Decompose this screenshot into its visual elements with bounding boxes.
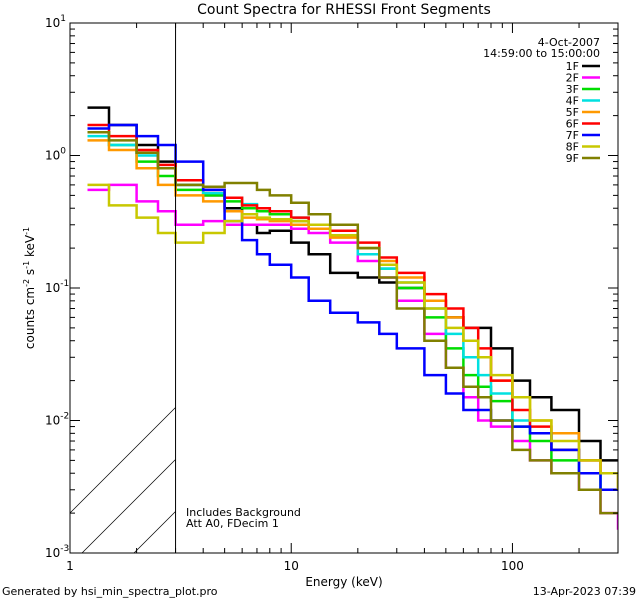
legend-label-7F: 7F <box>566 129 579 142</box>
x-tick-label: 100 <box>501 559 524 573</box>
legend-label-8F: 8F <box>566 141 579 154</box>
y-label-mid: s <box>23 269 37 279</box>
y-label-sup3: -1 <box>22 227 31 235</box>
plot-frame <box>69 22 619 554</box>
observation-time-range: 14:59:00 to 15:00:00 <box>483 47 600 60</box>
hatch-line <box>81 458 176 553</box>
legend-label-9F: 9F <box>566 152 579 165</box>
legend-label-4F: 4F <box>566 95 579 108</box>
generated-timestamp: 13-Apr-2023 07:39 <box>532 585 636 598</box>
axes: 1 10 100 10-3 10-2 10-1 100 101 <box>45 14 619 573</box>
series-layer <box>87 106 618 530</box>
y-tick-label: 100 <box>45 147 66 163</box>
y-label-main: counts cm <box>23 287 37 349</box>
y-tick-label: 10-1 <box>45 279 69 295</box>
x-tick-label: 1 <box>66 559 74 573</box>
series-line-5F <box>87 139 618 490</box>
legend-label-5F: 5F <box>566 106 579 119</box>
y-tick-label: 10-2 <box>45 412 69 428</box>
legend-label-3F: 3F <box>566 83 579 96</box>
background-hatch-region <box>70 406 176 553</box>
observation-date: 4-Oct-2007 <box>538 36 600 49</box>
hatch-line <box>70 406 176 514</box>
x-tick-label: 10 <box>284 559 299 573</box>
note-attenuator: Att A0, FDecim 1 <box>186 517 279 530</box>
series-line-7F <box>87 123 618 492</box>
legend-label-2F: 2F <box>566 72 579 85</box>
y-label-sup2: -1 <box>22 261 31 269</box>
generated-by-text: Generated by hsi_min_spectra_plot.pro <box>2 585 218 598</box>
x-axis-label: Energy (keV) <box>305 575 382 589</box>
legend-label-6F: 6F <box>566 118 579 131</box>
chart-title: Count Spectra for RHESSI Front Segments <box>197 2 491 18</box>
y-label-end: keV <box>23 234 37 261</box>
note-background: Includes Background <box>186 506 301 519</box>
y-tick-label: 10-3 <box>45 544 69 560</box>
series-line-9F <box>87 130 618 515</box>
y-label-sup1: -2 <box>22 279 31 287</box>
y-tick-label: 101 <box>45 14 66 30</box>
series-line-1F <box>87 106 618 462</box>
y-axis-label: counts cm-2 s-1 keV-1 <box>22 227 37 349</box>
legend-label-1F: 1F <box>566 60 579 73</box>
